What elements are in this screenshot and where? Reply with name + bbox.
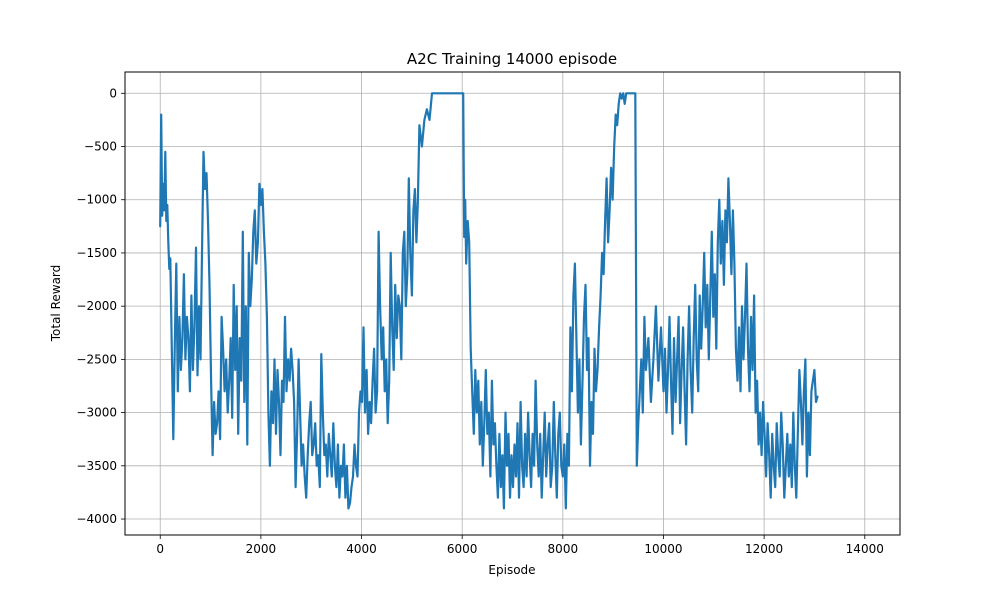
x-tick-label: 14000 [846,542,884,556]
y-tick-label: −500 [84,140,117,154]
x-tick-label: 4000 [346,542,377,556]
plot-frame [124,71,901,536]
y-tick-label: −3500 [76,459,117,473]
series-layer [159,92,819,510]
grid-lines [125,72,900,535]
x-ticks: 0 2000 4000 6000 8000 10000 12000 14000 [156,535,884,556]
y-tick-label: 0 [109,86,117,100]
x-tick-label: 10000 [644,542,682,556]
y-tick-label: −1500 [76,246,117,260]
x-tick-label: 6000 [447,542,478,556]
x-tick-label: 12000 [745,542,783,556]
x-tick-label: 2000 [246,542,277,556]
x-tick-label: 0 [156,542,164,556]
y-ticks: 0 −500 −1000 −1500 −2000 −2500 −3000 −3500 −4000 [76,86,125,526]
y-tick-label: −2500 [76,352,117,366]
x-axis-label: Episode [488,563,535,577]
y-axis-label: Total Reward [49,265,63,343]
chart-title: A2C Training 14000 episode [407,50,617,68]
y-tick-label: −2000 [76,299,117,313]
series-line [159,92,819,510]
y-tick-label: −3000 [76,406,117,420]
y-tick-label: −1000 [76,193,117,207]
x-tick-label: 8000 [548,542,579,556]
y-tick-label: −4000 [76,512,117,526]
